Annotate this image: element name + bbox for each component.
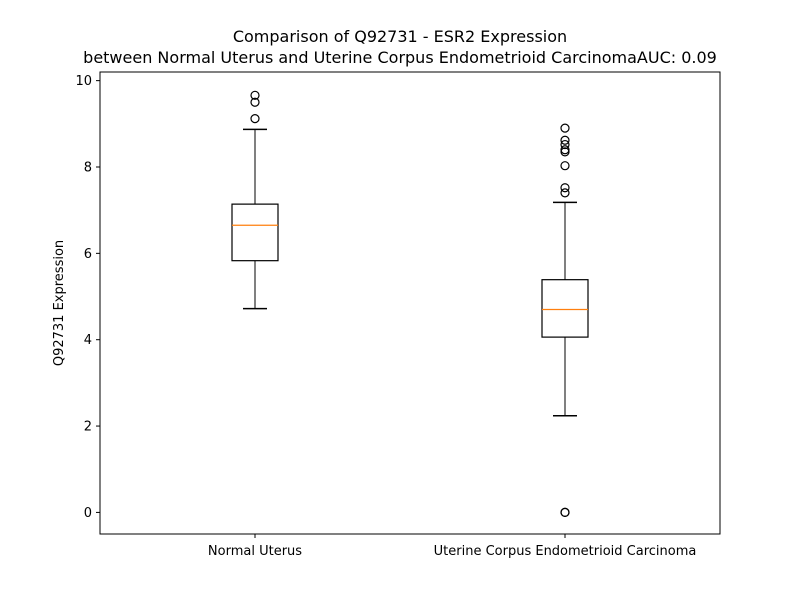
outlier-point	[560, 188, 570, 198]
y-tick-label: 6	[84, 247, 92, 262]
box-iqr	[541, 279, 589, 338]
x-tick-label: Uterine Corpus Endometrioid Carcinoma	[434, 544, 697, 559]
outlier-point	[560, 145, 570, 155]
y-tick-label: 0	[84, 506, 92, 521]
outlier-point	[560, 139, 570, 150]
chart-title-line-1: Comparison of Q92731 - ESR2 Expression	[232, 27, 568, 46]
outlier-point	[560, 123, 570, 133]
box-iqr	[231, 203, 279, 262]
y-tick-label: 8	[84, 160, 92, 175]
plot-area-frame	[99, 71, 721, 535]
x-tick-label: Normal Uterus	[208, 544, 302, 559]
outlier-point	[250, 97, 260, 107]
y-tick-label: 10	[75, 74, 92, 89]
y-axis-label: Q92731 Expression	[52, 240, 67, 366]
outlier-point	[560, 161, 570, 171]
y-tick-label: 2	[84, 420, 92, 435]
chart-title-line-2: between Normal Uterus and Uterine Corpus…	[83, 48, 717, 67]
outlier-point	[250, 114, 260, 124]
outlier-point	[560, 183, 570, 193]
outlier-point	[250, 90, 260, 100]
outlier-point	[560, 507, 570, 518]
y-tick-label: 4	[84, 333, 92, 348]
outlier-point	[560, 135, 570, 145]
